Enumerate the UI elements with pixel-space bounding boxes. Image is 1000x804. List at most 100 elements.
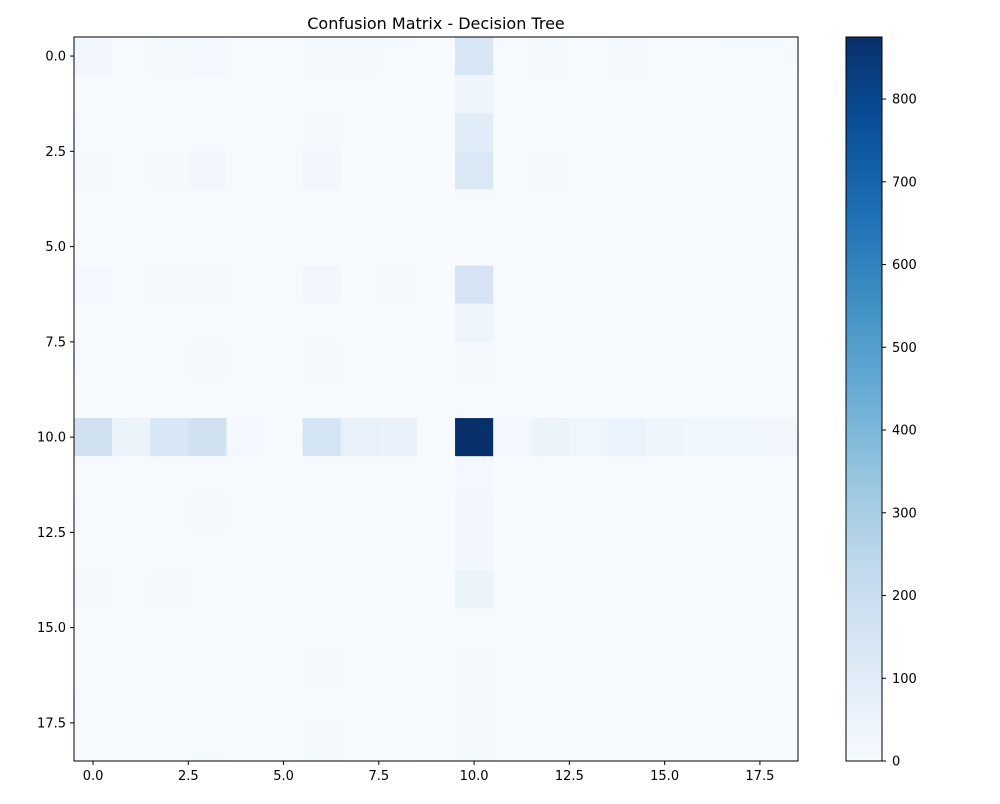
heatmap-cell bbox=[378, 151, 418, 190]
heatmap-cell bbox=[416, 265, 456, 305]
heatmap-cell bbox=[112, 265, 151, 305]
heatmap-cell bbox=[188, 265, 227, 305]
colorbar-tick-label: 0 bbox=[892, 755, 900, 770]
heatmap-cell bbox=[378, 608, 418, 648]
heatmap-cell bbox=[74, 456, 113, 495]
heatmap-cell bbox=[264, 113, 304, 152]
colorbar-tick-label: 800 bbox=[892, 93, 917, 108]
heatmap-cell bbox=[264, 722, 304, 762]
heatmap-cell bbox=[493, 379, 532, 419]
heatmap-cell bbox=[607, 341, 646, 381]
heatmap-cell bbox=[416, 303, 456, 343]
heatmap-cell bbox=[378, 456, 418, 495]
y-tick-label: 2.5 bbox=[45, 145, 66, 160]
heatmap-cell bbox=[264, 265, 304, 305]
heatmap-cell bbox=[188, 113, 227, 152]
heatmap-cell bbox=[721, 456, 761, 495]
heatmap-cell bbox=[531, 608, 570, 648]
heatmap-cell bbox=[302, 227, 342, 267]
heatmap-cell bbox=[188, 341, 227, 381]
heatmap-cell bbox=[455, 570, 494, 609]
y-tick-label: 17.5 bbox=[37, 716, 66, 731]
heatmap-cell bbox=[683, 37, 723, 76]
heatmap-cell bbox=[759, 494, 799, 533]
heatmap-cell bbox=[531, 379, 570, 419]
heatmap-cell bbox=[531, 456, 570, 495]
heatmap-cell bbox=[226, 494, 265, 533]
heatmap-cell bbox=[264, 227, 304, 267]
heatmap-cell bbox=[569, 494, 608, 533]
heatmap-cell bbox=[759, 418, 799, 457]
heatmap-cell bbox=[264, 608, 304, 648]
heatmap-cell bbox=[150, 75, 189, 114]
heatmap-cell bbox=[721, 418, 761, 457]
heatmap-cell bbox=[150, 303, 189, 343]
x-tick-label: 7.5 bbox=[368, 769, 389, 784]
colorbar-tick-label: 500 bbox=[892, 341, 917, 356]
heatmap-cell bbox=[683, 722, 723, 762]
heatmap-cell bbox=[340, 265, 380, 305]
heatmap-cell bbox=[721, 189, 761, 228]
heatmap-cell bbox=[340, 456, 380, 495]
heatmap-cell bbox=[74, 265, 113, 305]
heatmap-cell bbox=[721, 722, 761, 762]
heatmap-cell bbox=[112, 456, 151, 495]
heatmap-cell bbox=[264, 418, 304, 457]
heatmap-cell bbox=[226, 341, 265, 381]
heatmap-cell bbox=[531, 532, 570, 571]
heatmap-cell bbox=[531, 303, 570, 343]
heatmap-cell bbox=[340, 75, 380, 114]
heatmap-cell bbox=[302, 608, 342, 648]
heatmap-cell bbox=[188, 227, 227, 267]
heatmap-cell bbox=[302, 379, 342, 419]
heatmap-cell bbox=[378, 379, 418, 419]
heatmap-cell bbox=[531, 37, 570, 76]
heatmap-cell bbox=[226, 113, 265, 152]
colorbar-tick-label: 200 bbox=[892, 589, 917, 604]
heatmap-cell bbox=[759, 113, 799, 152]
heatmap-cell bbox=[188, 722, 227, 762]
heatmap-cell bbox=[531, 646, 570, 686]
heatmap-cell bbox=[759, 303, 799, 343]
heatmap-cell bbox=[683, 227, 723, 267]
heatmap-cell bbox=[569, 227, 608, 267]
heatmap-cell bbox=[150, 494, 189, 533]
heatmap-cell bbox=[378, 113, 418, 152]
heatmap-cell bbox=[302, 722, 342, 762]
heatmap-cell bbox=[74, 189, 113, 228]
heatmap-cell bbox=[607, 227, 646, 267]
heatmap-cell bbox=[569, 418, 608, 457]
heatmap-cell bbox=[493, 418, 532, 457]
heatmap-cell bbox=[569, 379, 608, 419]
heatmap-cell bbox=[683, 341, 723, 381]
heatmap-cell bbox=[226, 303, 265, 343]
heatmap-cell bbox=[264, 379, 304, 419]
heatmap-cell bbox=[569, 456, 608, 495]
heatmap-cell bbox=[759, 456, 799, 495]
heatmap-cell bbox=[378, 341, 418, 381]
heatmap-cell bbox=[531, 684, 570, 724]
heatmap-cell bbox=[645, 456, 685, 495]
heatmap-cell bbox=[264, 532, 304, 571]
heatmap-cell bbox=[416, 75, 456, 114]
heatmap-cell bbox=[607, 722, 646, 762]
heatmap-cell bbox=[683, 570, 723, 609]
heatmap-cell bbox=[378, 532, 418, 571]
heatmap-cell bbox=[112, 113, 151, 152]
heatmap-cell bbox=[759, 570, 799, 609]
heatmap-cell bbox=[340, 303, 380, 343]
heatmap-cell bbox=[683, 75, 723, 114]
heatmap-cell bbox=[645, 265, 685, 305]
heatmap-cell bbox=[455, 418, 494, 457]
heatmap-cell bbox=[264, 189, 304, 228]
heatmap-cell bbox=[416, 532, 456, 571]
heatmap-cell bbox=[569, 570, 608, 609]
heatmap-cell bbox=[455, 75, 494, 114]
heatmap-cell bbox=[531, 418, 570, 457]
heatmap-cell bbox=[340, 227, 380, 267]
heatmap-cell bbox=[416, 608, 456, 648]
heatmap-cell bbox=[150, 227, 189, 267]
heatmap-cell bbox=[493, 456, 532, 495]
heatmap-cell bbox=[226, 151, 265, 190]
